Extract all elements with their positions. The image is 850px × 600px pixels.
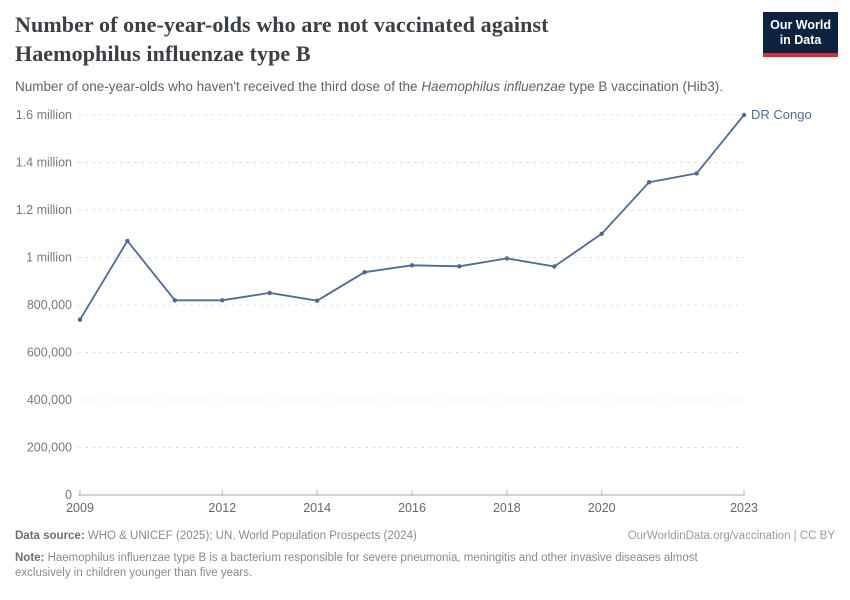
data-source: Data source: WHO & UNICEF (2025); UN, Wo… <box>15 529 417 544</box>
y-axis-tick-label: 400,000 <box>27 393 72 407</box>
note-label: Note: <box>15 552 45 564</box>
data-point-marker <box>646 180 652 185</box>
x-axis-tick-label: 2020 <box>588 501 616 515</box>
y-axis-tick-label: 1.2 million <box>16 203 72 217</box>
data-point-marker <box>457 264 462 269</box>
data-point-marker <box>220 298 225 303</box>
x-axis-tick-label: 2009 <box>66 501 94 515</box>
data-point-marker <box>314 298 320 303</box>
y-axis-tick-label: 0 <box>65 488 72 502</box>
x-axis-tick-label: 2023 <box>730 501 758 515</box>
data-point-marker <box>599 231 604 236</box>
y-axis-tick-label: 1.6 million <box>16 108 72 122</box>
data-point-marker <box>552 264 557 269</box>
line-chart: 0 200,000 400,000 600,000 800,000 1 million 1.… <box>16 107 812 515</box>
owid-logo[interactable]: Our World in Data <box>763 12 838 57</box>
chart-subtitle: Number of one-year-olds who haven't rece… <box>15 78 838 95</box>
data-point-marker <box>125 238 130 244</box>
y-axis-tick-label: 800,000 <box>27 298 72 312</box>
data-point-marker <box>362 270 367 275</box>
chart-title-line1: Number of one-year-olds who are not vacc… <box>15 12 549 37</box>
chart-title-line2: Haemophilus influenzae type B <box>15 41 311 66</box>
data-line <box>79 114 745 321</box>
note-text: Haemophilus influenzae type B is a bacte… <box>15 552 698 579</box>
data-source-label: Data source: <box>15 530 85 542</box>
y-axis-tick-label: 600,000 <box>27 346 72 360</box>
x-axis-tick-label: 2014 <box>303 501 331 515</box>
series-end-label: DR Congo <box>751 107 812 122</box>
subtitle-text-end: type B vaccination (Hib3). <box>565 79 723 94</box>
subtitle-italic-text: Haemophilus influenzae <box>421 79 566 94</box>
data-point-marker <box>267 290 272 296</box>
chart-title: Number of one-year-olds who are not vacc… <box>15 10 838 68</box>
owid-logo-line1: Our World <box>770 18 831 32</box>
x-axis-tick-label: 2012 <box>208 501 236 515</box>
data-point-marker <box>409 263 415 268</box>
x-axis-tick-label: 2016 <box>398 501 426 515</box>
data-point-marker <box>77 317 83 322</box>
data-source-text: WHO & UNICEF (2025); UN, World Populatio… <box>84 530 417 542</box>
y-axis-tick-label: 1 million <box>26 251 72 265</box>
owid-logo-line2: in Data <box>779 33 822 47</box>
chart-note: Note: Haemophilus influenzae type B is a… <box>15 551 745 581</box>
data-point-marker <box>694 171 699 176</box>
x-axis-tick-label: 2018 <box>493 501 521 515</box>
data-point-marker <box>741 112 747 118</box>
citation-link[interactable]: OurWorldinData.org/vaccination | CC BY <box>627 530 835 542</box>
data-point-marker <box>172 298 178 303</box>
y-axis-tick-label: 1.4 million <box>16 156 72 170</box>
y-axis-tick-label: 200,000 <box>27 441 72 455</box>
chart-header: Number of one-year-olds who are not vacc… <box>15 10 838 95</box>
subtitle-text: Number of one-year-olds who haven't rece… <box>15 79 422 94</box>
chart-footer: Data source: WHO & UNICEF (2025); UN, Wo… <box>15 529 835 581</box>
data-point-marker <box>504 256 510 261</box>
